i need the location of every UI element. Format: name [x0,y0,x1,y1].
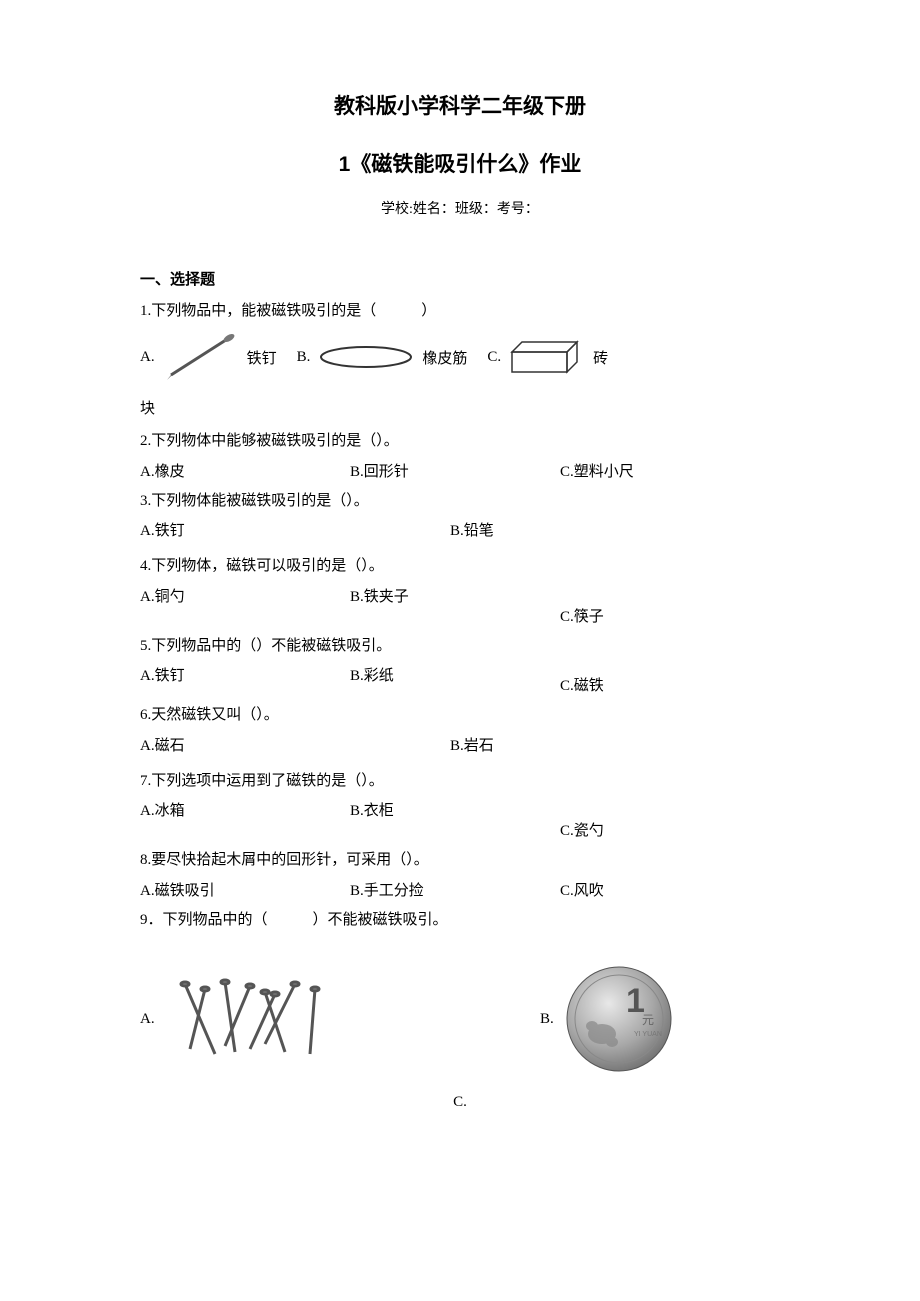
svg-text:元: 元 [642,1013,654,1027]
q6-text: 6.天然磁铁又叫（）。 [140,701,780,730]
q1-below: 块 [140,395,780,424]
q6-b: B.岩石 [450,734,780,755]
q6-options: A.磁石 B.岩石 [140,734,780,755]
q3-options: A.铁钉 B.铅笔 [140,519,780,540]
q7-options: A.冰箱 B.衣柜 C.瓷勺 [140,799,780,840]
q7-b: B.衣柜 [350,799,560,820]
q9-c-letter: C. [140,1094,780,1111]
q1-option-c: C. 砖 [487,337,608,377]
brick-icon [507,337,587,377]
doc-info: 学校:姓名：班级：考号： [140,198,780,218]
q2-a: A.橡皮 [140,460,350,481]
q6-a: A.磁石 [140,734,450,755]
q1-c-letter: C. [487,349,501,366]
q4-options: A.铜勺 B.铁夹子 C.筷子 [140,585,780,626]
q4-b: B.铁夹子 [350,585,560,606]
q1-a-label: 铁钉 [247,347,277,368]
q1-options: A. 铁钉 B. 橡皮筋 C. 砖 [140,330,780,385]
q5-b: B.彩纸 [350,664,560,685]
nail-icon [161,330,241,385]
q4-a: A.铜勺 [140,585,350,606]
q1-b-label: 橡皮筋 [422,347,467,368]
q8-b: B.手工分捡 [350,879,560,900]
q1-c-label: 砖 [593,347,608,368]
doc-title-1: 教科版小学科学二年级下册 [140,90,780,120]
q4-c: C.筷子 [560,605,780,626]
q5-text: 5.下列物品中的（）不能被磁铁吸引。 [140,632,780,661]
q8-c: C.风吹 [560,879,780,900]
q7-a: A.冰箱 [140,799,350,820]
nails-pile-icon [165,974,345,1064]
q2-options: A.橡皮 B.回形针 C.塑料小尺 [140,460,780,481]
q2-b: B.回形针 [350,460,560,481]
q1-option-b: B. 橡皮筋 [297,342,468,372]
section-1-heading: 一、选择题 [140,268,780,289]
q5-options: A.铁钉 B.彩纸 C.磁铁 [140,664,780,695]
q7-c: C.瓷勺 [560,819,780,840]
q5-c: C.磁铁 [560,674,780,695]
q1-a-letter: A. [140,349,155,366]
q9-option-b: B. 1 元 YI YUAN [540,964,780,1074]
q8-options: A.磁铁吸引 B.手工分捡 C.风吹 [140,879,780,900]
q9-option-a: A. [140,974,540,1064]
q9-b-letter: B. [540,1011,554,1028]
q9-text: 9．下列物品中的（ ）不能被磁铁吸引。 [140,906,780,935]
q3-b: B.铅笔 [450,519,780,540]
coin-icon: 1 元 YI YUAN [564,964,674,1074]
q3-a: A.铁钉 [140,519,450,540]
q1-text: 1.下列物品中，能被磁铁吸引的是（ ） [140,297,780,326]
q9-a-letter: A. [140,1011,155,1028]
q3-text: 3.下列物体能被磁铁吸引的是（）。 [140,487,780,516]
rubber-band-icon [316,342,416,372]
q5-a: A.铁钉 [140,664,350,685]
q2-text: 2.下列物体中能够被磁铁吸引的是（）。 [140,427,780,456]
q8-a: A.磁铁吸引 [140,879,350,900]
q1-b-letter: B. [297,349,311,366]
q8-text: 8.要尽快拾起木屑中的回形针，可采用（）。 [140,846,780,875]
svg-text:YI YUAN: YI YUAN [634,1031,662,1038]
q2-c: C.塑料小尺 [560,460,780,481]
doc-title-2: 1《磁铁能吸引什么》作业 [140,148,780,178]
q9-options: A. B. [140,964,780,1074]
q7-text: 7.下列选项中运用到了磁铁的是（）。 [140,767,780,796]
q4-text: 4.下列物体，磁铁可以吸引的是（）。 [140,552,780,581]
q1-option-a: A. 铁钉 [140,330,277,385]
